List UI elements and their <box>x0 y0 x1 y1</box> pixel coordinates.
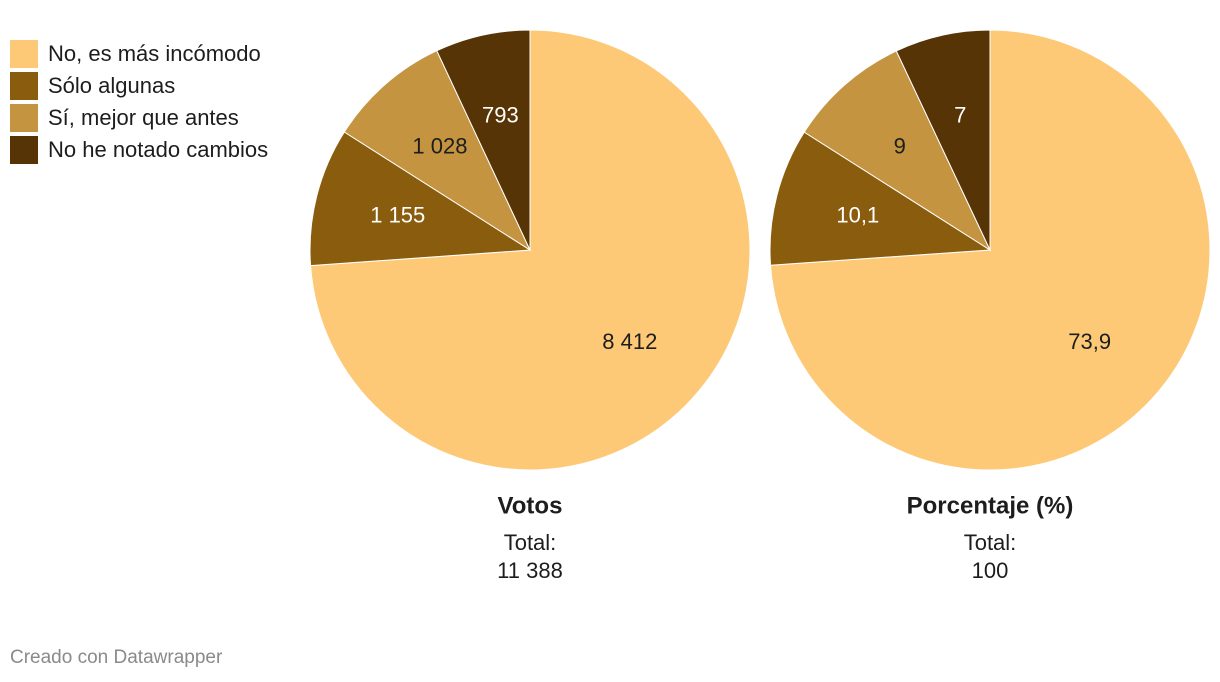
value-label: 73,9 <box>1068 329 1111 354</box>
legend-swatch <box>10 136 38 164</box>
pie-slice <box>343 50 532 252</box>
value-label: 9 <box>894 133 906 158</box>
legend-label: No, es más incómodo <box>48 41 261 66</box>
pie-slice <box>436 29 531 251</box>
footer: Creado con Datawrapper <box>10 647 223 668</box>
pie-slice <box>309 131 532 267</box>
total: 11 388 <box>497 558 563 583</box>
value-label: 10,1 <box>836 202 879 227</box>
legend-label: Sólo algunas <box>48 73 175 98</box>
value-label: 8 412 <box>602 329 657 354</box>
total: 100 <box>972 558 1009 583</box>
legend-swatch <box>10 40 38 68</box>
chart-title: Votos <box>498 492 563 519</box>
legend-swatch <box>10 104 38 132</box>
value-label: 1 028 <box>412 133 467 158</box>
value-label: 1 155 <box>370 202 425 227</box>
pie-slice <box>895 29 991 251</box>
subtitle: Total: <box>504 530 557 555</box>
legend-label: Sí, mejor que antes <box>48 105 239 130</box>
value-label: 793 <box>482 103 519 128</box>
legend-swatch <box>10 72 38 100</box>
pie-slice <box>769 131 992 266</box>
chart-title: Porcentaje (%) <box>907 492 1074 519</box>
subtitle: Total: <box>964 530 1017 555</box>
pie-slice <box>803 50 992 252</box>
legend-label: No he notado cambios <box>48 137 268 162</box>
value-label: 7 <box>954 103 966 128</box>
